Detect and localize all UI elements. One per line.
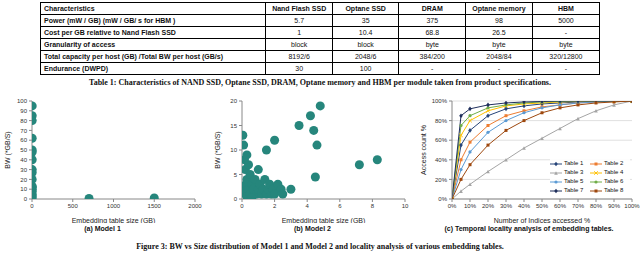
html-text:Table 1: Table 1 — [564, 160, 584, 166]
svg-text:40%: 40% — [435, 157, 448, 163]
html-text:320/12800: 320/12800 — [549, 53, 583, 60]
svg-text:70%: 70% — [572, 203, 585, 209]
svg-text:4: 4 — [306, 203, 310, 209]
svg-text:20: 20 — [230, 98, 237, 104]
svg-text:20: 20 — [20, 177, 27, 183]
html-text:35: 35 — [361, 17, 370, 24]
svg-text:10: 10 — [20, 186, 27, 192]
svg-text:10%: 10% — [464, 203, 477, 209]
svg-text:Access count %: Access count % — [420, 125, 427, 175]
svg-text:40: 40 — [20, 157, 27, 163]
svg-text:1000: 1000 — [107, 203, 121, 209]
svg-text:0%: 0% — [438, 196, 447, 202]
svg-text:90: 90 — [20, 108, 27, 114]
svg-text:10: 10 — [230, 147, 237, 153]
svg-text:60: 60 — [20, 137, 27, 143]
html-text:Table 5: Table 5 — [564, 178, 584, 184]
html-text:10.4: 10.4 — [358, 29, 373, 36]
svg-text:90%: 90% — [608, 203, 621, 209]
svg-text:60%: 60% — [554, 203, 567, 209]
html-text:100: 100 — [359, 65, 372, 72]
html-text:Total capacity per host (GB) /: Total capacity per host (GB) /Total BW p… — [44, 53, 223, 60]
html-text:375: 375 — [426, 17, 439, 24]
svg-text:6: 6 — [338, 203, 342, 209]
svg-text:0: 0 — [240, 203, 244, 209]
svg-text:100%: 100% — [432, 98, 448, 104]
html-text:byte: byte — [425, 41, 439, 48]
html-text:30: 30 — [295, 65, 304, 72]
svg-text:50: 50 — [20, 147, 27, 153]
html-text:block: block — [357, 41, 374, 48]
svg-text:2000: 2000 — [188, 203, 202, 209]
html-text:Table 7: Table 7 — [564, 187, 584, 193]
svg-text:100: 100 — [17, 98, 28, 104]
svg-text:1500: 1500 — [148, 203, 162, 209]
svg-text:40%: 40% — [518, 203, 531, 209]
html-text:(b) Model 2: (b) Model 2 — [294, 225, 331, 232]
svg-text:50%: 50% — [536, 203, 549, 209]
svg-text:0%: 0% — [448, 203, 457, 209]
html-text:98: 98 — [495, 17, 503, 24]
html-text:HBM: HBM — [557, 5, 574, 12]
html-text:26.5: 26.5 — [492, 29, 506, 36]
html-text:Table 4: Table 4 — [604, 169, 624, 175]
html-text:5.7: 5.7 — [294, 17, 304, 24]
html-text:Cost per GB relative to Nand F: Cost per GB relative to Nand Flash SSD — [44, 29, 176, 36]
svg-text:70: 70 — [20, 128, 27, 134]
html-text:5000: 5000 — [558, 17, 574, 24]
svg-text:100%: 100% — [624, 203, 632, 209]
svg-text:0: 0 — [24, 196, 28, 202]
html-text:DRAM: DRAM — [421, 5, 443, 12]
html-text:1: 1 — [297, 29, 302, 36]
html-text:Table 8: Table 8 — [604, 187, 624, 193]
svg-text:BW (*GB/S): BW (*GB/S) — [8, 131, 12, 168]
svg-text:5: 5 — [234, 172, 238, 178]
svg-text:60%: 60% — [435, 137, 448, 143]
html-text:Power (mW / GB) (mW / GB/ s fo: Power (mW / GB) (mW / GB/ s for HBM ) — [44, 17, 176, 24]
svg-text:Embedding table size (GB): Embedding table size (GB) — [72, 217, 156, 223]
svg-text:15: 15 — [230, 123, 237, 129]
html-text:Optane memory: Optane memory — [472, 5, 526, 12]
svg-text:0: 0 — [234, 196, 238, 202]
html-text:68.8: 68.8 — [425, 29, 439, 36]
svg-text:30: 30 — [20, 167, 27, 173]
html-text:2048/6: 2048/6 — [354, 53, 377, 60]
svg-text:500: 500 — [68, 203, 79, 209]
html-text:Table 1: Characteristics of NA: Table 1: Characteristics of NAND SSD, Op… — [89, 78, 551, 87]
html-text:8192/6: 8192/6 — [288, 53, 310, 60]
html-text:(c) Temporal locality analysis: (c) Temporal locality analysis of embedd… — [444, 225, 614, 232]
svg-text:8: 8 — [371, 203, 375, 209]
html-text:Granularity of access: Granularity of access — [44, 41, 116, 48]
svg-text:20%: 20% — [482, 203, 495, 209]
html-text:block: block — [291, 41, 308, 48]
html-text:384/200: 384/200 — [419, 53, 445, 60]
svg-text:80%: 80% — [435, 118, 448, 124]
html-text:Table 2: Table 2 — [604, 160, 624, 166]
html-text:Characteristics: Characteristics — [44, 5, 95, 12]
svg-text:80%: 80% — [590, 203, 603, 209]
svg-text:Number of Indices accessed %: Number of Indices accessed % — [494, 217, 591, 223]
svg-text:20%: 20% — [435, 177, 448, 183]
html-text:Endurance (DWPD): Endurance (DWPD) — [44, 65, 109, 72]
svg-text:2: 2 — [273, 203, 277, 209]
svg-text:80: 80 — [20, 118, 27, 124]
html-text:(a) Model 1: (a) Model 1 — [84, 225, 121, 232]
svg-text:BW (*GB/S): BW (*GB/S) — [214, 131, 222, 168]
html-text:Nand Flash SSD: Nand Flash SSD — [272, 5, 327, 12]
svg-text:Embedding table size (GB): Embedding table size (GB) — [282, 217, 366, 223]
svg-text:30%: 30% — [500, 203, 513, 209]
html-text:Optane SSD: Optane SSD — [345, 5, 386, 12]
html-text:Table 6: Table 6 — [604, 178, 624, 184]
html-text:byte: byte — [492, 41, 506, 48]
svg-text:0: 0 — [30, 203, 34, 209]
html-text:Figure 3: BW vs Size distribut: Figure 3: BW vs Size distribution of Mod… — [136, 242, 504, 251]
html-text:byte: byte — [559, 41, 573, 48]
html-text:Table 3: Table 3 — [564, 169, 584, 175]
html-text:2048/84: 2048/84 — [486, 53, 512, 60]
svg-text:10: 10 — [402, 203, 409, 209]
